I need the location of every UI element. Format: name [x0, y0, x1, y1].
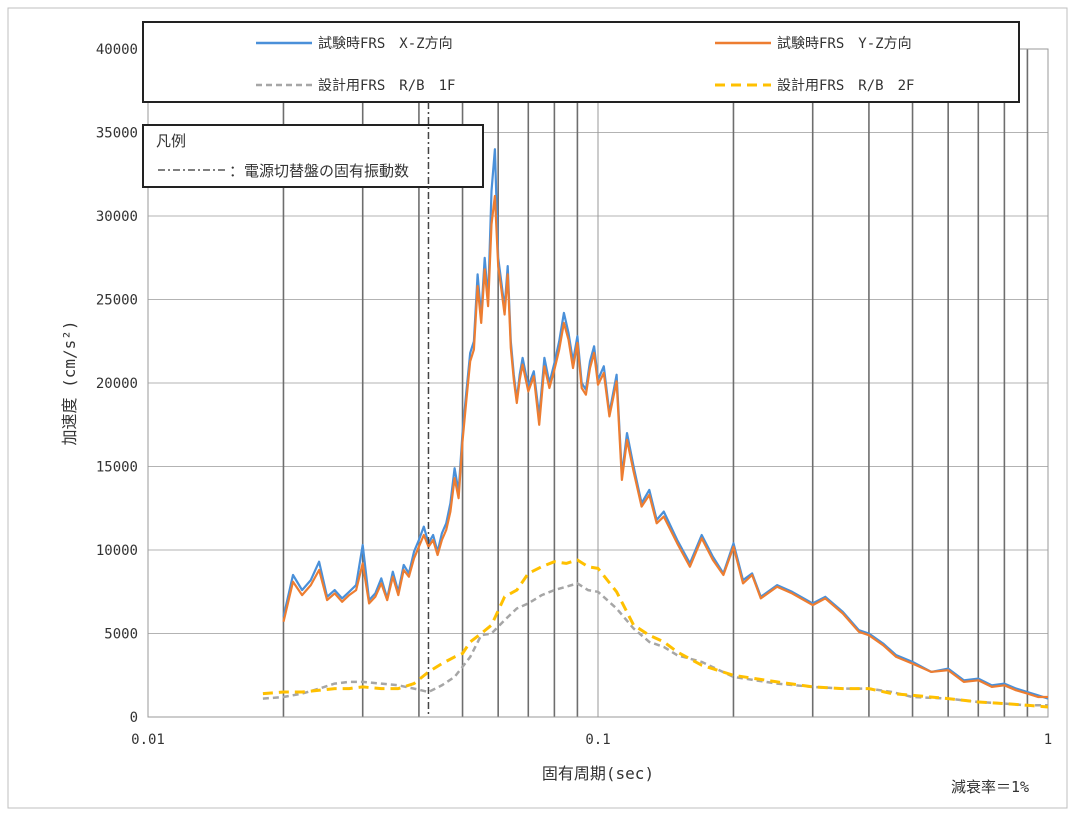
tick-layer: 0 5000 10000 15000 20000 25000 30000 35000 40000…: [96, 42, 1052, 748]
inset-legend-frame: [142, 124, 484, 188]
legend-label-xz: 試験時FRS X-Z方向: [318, 36, 453, 52]
y-tick-label-6: 30000: [96, 209, 138, 225]
x-tick-label-2: 1: [1044, 732, 1052, 748]
y-tick-label-3: 15000: [96, 460, 138, 476]
legend-label-rb2f: 設計用FRS R/B 2F: [777, 78, 914, 94]
legend-box: 試験時FRS X-Z方向 試験時FRS Y-Z方向 設計用FRS R/B 1F …: [142, 21, 1020, 103]
series-layer: [262, 148, 1049, 709]
y-tick-label-5: 25000: [96, 293, 138, 309]
x-axis-title: 固有周期(sec): [542, 764, 654, 783]
damping-annotation: 減衰率＝1%: [951, 778, 1029, 796]
x-tick-label-1: 0.1: [585, 732, 610, 748]
inset-legend-entry: ：電源切替盤の固有振動数: [229, 162, 409, 180]
y-tick-label-7: 35000: [96, 126, 138, 142]
y-tick-label-1: 5000: [104, 627, 138, 643]
inset-legend-title: 凡例: [156, 132, 186, 150]
x-tick-label-0: 0.01: [131, 732, 165, 748]
legend-label-yz: 試験時FRS Y-Z方向: [777, 36, 912, 52]
legend-label-rb1f: 設計用FRS R/B 1F: [318, 78, 455, 94]
y-tick-label-4: 20000: [96, 376, 138, 392]
series-line-3: [262, 558, 1049, 709]
legend-frame: [142, 21, 1020, 103]
y-tick-label-0: 0: [130, 710, 138, 726]
inset-legend: 凡例 ：電源切替盤の固有振動数: [142, 124, 484, 188]
y-tick-label-8: 40000: [96, 42, 138, 58]
series-line-2: [262, 582, 1048, 707]
y-axis-title: 加速度 (cm/s²): [60, 320, 79, 445]
y-tick-label-2: 10000: [96, 543, 138, 559]
series-line-1: [282, 194, 1048, 699]
